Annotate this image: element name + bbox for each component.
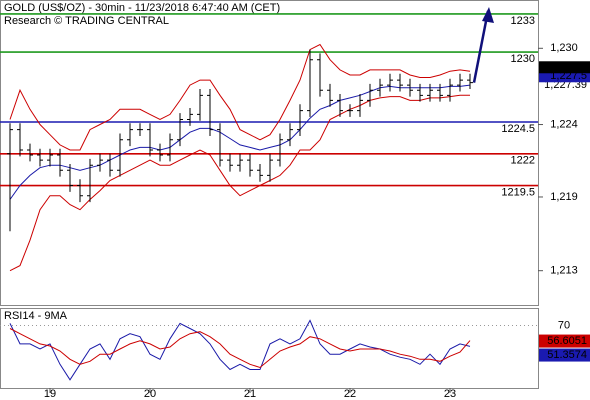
ohlc-bar xyxy=(387,73,393,92)
projection-arrow xyxy=(472,10,490,83)
ohlc-bar xyxy=(177,113,183,147)
ohlc-bar xyxy=(337,94,343,117)
projection-arrow-head xyxy=(482,6,494,23)
y-tick-label: 1,219 xyxy=(550,191,578,203)
overlay-line xyxy=(9,94,470,272)
level-label: 1219.5 xyxy=(501,186,535,198)
ohlc-bar xyxy=(187,108,193,126)
ohlc-bar xyxy=(417,83,423,102)
rsi-label-box xyxy=(539,334,590,348)
ohlc-bar xyxy=(127,123,133,147)
rsi-label: 56.6051 xyxy=(547,335,587,347)
chart-title: GOLD (US$/OZ) - 30min - 11/23/2018 6:47:… xyxy=(4,2,280,14)
ohlc-bar xyxy=(307,49,313,117)
ohlc-bar xyxy=(17,123,23,157)
x-tick-label: 21 xyxy=(244,388,256,400)
y-tick-label: 1,230 xyxy=(550,42,578,54)
ohlc-bar xyxy=(117,133,123,177)
y-tick-label: 1,224 xyxy=(550,118,578,130)
rsi-line xyxy=(9,319,471,381)
ohlc-bar xyxy=(427,83,433,102)
ohlc-bar xyxy=(407,78,413,97)
ohlc-bar xyxy=(347,104,353,117)
ohlc-bar xyxy=(377,78,383,97)
ohlc-bar xyxy=(227,153,233,172)
x-tick-label: 22 xyxy=(344,388,356,400)
ohlc-bar xyxy=(437,83,443,102)
rsi-title: RSI14 - 9MA xyxy=(4,310,68,322)
ohlc-bar xyxy=(7,123,13,232)
x-tick-label: 19 xyxy=(44,388,56,400)
x-tick-label: 23 xyxy=(444,388,456,400)
ohlc-bar xyxy=(257,163,263,182)
ohlc-bar xyxy=(57,148,63,177)
rsi-panel xyxy=(0,308,539,389)
chart-subtitle: Research © TRADING CENTRAL xyxy=(4,15,169,27)
rsi-line xyxy=(9,328,471,369)
ohlc-bar xyxy=(357,94,363,117)
ohlc-bar xyxy=(327,83,333,107)
rsi-tick-label: 70 xyxy=(558,319,570,331)
ohlc-bar xyxy=(237,153,243,172)
x-tick-label: 20 xyxy=(144,388,156,400)
ohlc-bar xyxy=(297,104,303,136)
level-label: 1230 xyxy=(511,53,535,65)
ohlc-bar xyxy=(467,73,473,89)
ohlc-bar xyxy=(147,123,153,157)
ohlc-bar xyxy=(397,73,403,92)
price-label: 1,227.64 xyxy=(544,61,587,73)
ohlc-bar xyxy=(107,153,113,177)
rsi-label-box xyxy=(539,348,590,362)
y-tick-label: 1,213 xyxy=(550,265,578,277)
ohlc-bar xyxy=(37,148,43,167)
ohlc-bar xyxy=(167,133,173,162)
price-label-box xyxy=(539,61,590,74)
ohlc-bar xyxy=(77,179,83,203)
ohlc-bar xyxy=(277,133,283,167)
level-label: 1233 xyxy=(511,15,535,27)
ohlc-bar xyxy=(67,163,73,192)
ohlc-bar xyxy=(247,153,253,177)
ohlc-bar xyxy=(47,148,53,167)
ohlc-bar xyxy=(287,123,293,147)
ohlc-bar xyxy=(27,143,33,162)
ohlc-bar xyxy=(367,83,373,107)
level-label: 1224.5 xyxy=(501,123,535,135)
rsi-label: 51.3574 xyxy=(547,349,587,361)
ohlc-bar xyxy=(137,123,143,136)
ohlc-bar xyxy=(197,88,203,121)
overlay-line xyxy=(9,43,471,151)
ohlc-bar xyxy=(217,123,223,167)
ohlc-bar xyxy=(317,53,323,97)
ohlc-bar xyxy=(207,88,213,136)
ohlc-bar xyxy=(447,78,453,102)
ohlc-bar xyxy=(157,143,163,162)
level-label: 1222 xyxy=(511,155,535,167)
ohlc-bar xyxy=(267,153,273,182)
ohlc-bar xyxy=(457,73,463,92)
ohlc-bar xyxy=(97,153,103,172)
overlay-line xyxy=(9,84,471,200)
ohlc-bar xyxy=(87,158,93,203)
